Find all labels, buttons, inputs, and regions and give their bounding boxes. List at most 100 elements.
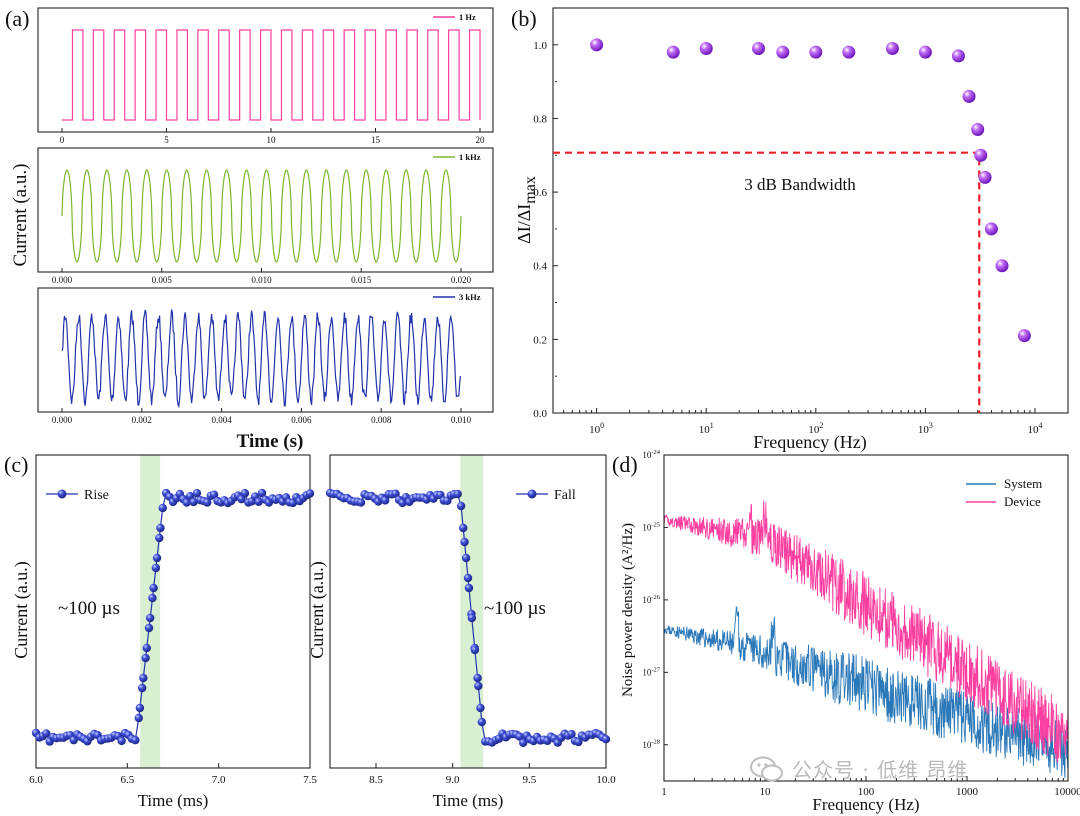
data-point-b [1017,329,1031,343]
series-line-system [663,606,1069,779]
data-point-c1 [155,533,164,543]
data-point-b [971,123,985,136]
data-point-c1 [254,497,263,506]
x-tick-label-c2: 9.0 [446,774,460,786]
x-tick-label-a1: 20 [476,135,486,145]
data-point-c1 [257,488,267,498]
response-time-annotation-c2: ~100 µs [484,598,546,619]
series-line-device [663,500,1069,763]
data-point-c1 [192,488,202,498]
y-tick-label-b: 0.8 [533,113,547,125]
legend-marker-c2 [527,489,537,499]
y-tick-label-d: 10-28 [642,739,660,750]
x-tick-label-a1: 5 [164,135,169,145]
data-point-c1 [142,643,151,653]
data-point-c1 [141,653,150,663]
data-point-c2 [574,737,583,747]
data-point-c1 [156,523,165,533]
y-tick-label-b: 1.0 [533,40,547,52]
x-tick-label-b: 103 [918,421,933,436]
x-tick-label-d: 1 [661,786,667,798]
y-tick-label-d: 10-26 [642,594,660,605]
wechat-icon [750,756,783,781]
xlabel-a: Time (s) [237,431,304,452]
ylabel-c1: Current (a.u.) [11,561,32,658]
data-point-c1 [152,553,162,563]
data-point-c1 [203,498,212,507]
data-point-b [842,45,856,59]
x-tick-label-c1: 7.0 [212,774,226,786]
data-point-c1 [151,563,161,573]
data-point-b [984,222,998,236]
panel-label-c: (c) [4,452,28,477]
data-point-b [962,89,976,103]
data-point-c2 [601,735,611,744]
subplot-c2-frame [329,454,607,769]
y-tick-label-b: 0.4 [533,261,547,273]
data-point-b [978,170,992,184]
data-point-c2 [477,717,486,727]
x-tick-label-a3: 0.006 [291,415,312,425]
subplot-a2-frame [37,147,494,273]
xlabel-c1: Time (ms) [138,791,209,810]
data-point-c1 [145,613,155,623]
data-point-b [885,42,899,55]
response-time-annotation-c1: ~100 µs [58,598,120,619]
data-point-c1 [139,673,148,683]
watermark: 公众号 · 低维 昂维 [750,754,968,783]
data-point-c1 [148,593,157,603]
xlabel-b: Frequency (Hz) [753,432,866,453]
subplot-a3-frame [37,287,494,413]
data-point-c1 [158,503,167,513]
x-tick-label-a2: 0.005 [152,275,173,285]
x-tick-label-b: 101 [699,421,714,436]
x-tick-label-a2: 0.000 [52,275,73,285]
data-point-c2 [467,613,477,623]
data-point-b [752,42,766,55]
legend-label-system: System [1004,476,1042,491]
plot-d-frame [663,454,1069,782]
data-point-b [951,49,965,63]
data-point-c1 [137,683,147,693]
legend-label-a1: 1 Hz [459,12,476,22]
data-point-b [809,45,823,59]
y-tick-label-d: 10-25 [642,521,660,532]
x-tick-label-a1: 10 [267,135,277,145]
bandwidth-annotation: 3 dB Bandwidth [744,175,856,194]
data-point-c1 [131,735,140,745]
data-point-c2 [461,553,471,563]
data-point-b [776,45,790,59]
x-tick-label-c1: 6.0 [29,774,43,786]
data-point-c2 [456,501,466,511]
y-tick-label-d: 10-27 [642,666,660,677]
subplot-a1-frame [37,7,494,133]
y-tick-label-b: 0.0 [533,408,547,420]
legend-label-a3: 3 kHz [459,292,481,302]
data-point-c2 [459,523,468,533]
data-point-c2 [519,738,528,748]
x-tick-label-c1: 7.5 [303,774,317,786]
data-point-c2 [470,645,480,655]
data-point-c1 [182,498,191,507]
data-point-c2 [356,498,366,507]
data-point-b [974,148,988,162]
x-tick-label-c2: 9.5 [522,774,536,786]
xlabel-d: Frequency (Hz) [812,795,919,814]
data-point-c1 [144,623,154,633]
x-tick-label-c2: 10.0 [596,774,616,786]
panel-label-b: (b) [511,6,537,31]
ylabel-a: Current (a.u.) [10,164,31,267]
series-line-a2 [61,169,462,263]
data-point-c2 [460,537,469,547]
data-point-c1 [134,713,143,723]
data-point-c2 [453,489,462,499]
data-point-c1 [42,729,51,738]
x-tick-label-a1: 0 [60,135,65,145]
data-point-b [590,38,604,52]
data-point-c2 [515,732,524,741]
x-tick-label-a3: 0.010 [451,415,472,425]
data-point-c2 [476,703,485,713]
subplot-c1-frame [35,454,311,769]
highlight-region-c1 [140,455,161,768]
x-tick-label-c2: 8.5 [369,774,383,786]
